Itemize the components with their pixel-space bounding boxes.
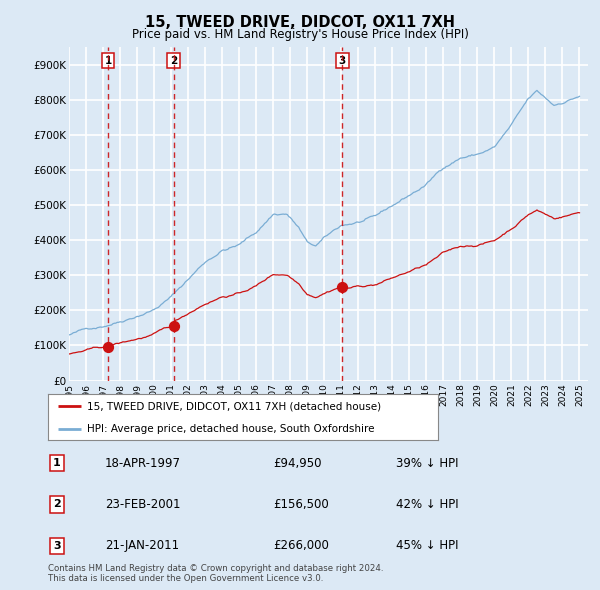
Text: 45% ↓ HPI: 45% ↓ HPI — [396, 539, 458, 552]
Text: £94,950: £94,950 — [273, 457, 322, 470]
Text: 42% ↓ HPI: 42% ↓ HPI — [396, 498, 458, 511]
Point — [169, 321, 178, 330]
Text: Price paid vs. HM Land Registry's House Price Index (HPI): Price paid vs. HM Land Registry's House … — [131, 28, 469, 41]
Text: 21-JAN-2011: 21-JAN-2011 — [105, 539, 179, 552]
Text: £266,000: £266,000 — [273, 539, 329, 552]
Text: 23-FEB-2001: 23-FEB-2001 — [105, 498, 181, 511]
Text: 39% ↓ HPI: 39% ↓ HPI — [396, 457, 458, 470]
Point — [103, 343, 113, 352]
Text: 2: 2 — [170, 55, 177, 65]
Text: 15, TWEED DRIVE, DIDCOT, OX11 7XH (detached house): 15, TWEED DRIVE, DIDCOT, OX11 7XH (detac… — [87, 401, 381, 411]
Text: 2: 2 — [53, 500, 61, 509]
Text: 15, TWEED DRIVE, DIDCOT, OX11 7XH: 15, TWEED DRIVE, DIDCOT, OX11 7XH — [145, 15, 455, 30]
Text: 1: 1 — [53, 458, 61, 468]
Text: 3: 3 — [53, 541, 61, 550]
Point — [337, 283, 347, 292]
Text: HPI: Average price, detached house, South Oxfordshire: HPI: Average price, detached house, Sout… — [87, 424, 374, 434]
Text: 1: 1 — [104, 55, 112, 65]
Text: Contains HM Land Registry data © Crown copyright and database right 2024.
This d: Contains HM Land Registry data © Crown c… — [48, 563, 383, 583]
Text: £156,500: £156,500 — [273, 498, 329, 511]
Text: 18-APR-1997: 18-APR-1997 — [105, 457, 181, 470]
Text: 3: 3 — [338, 55, 346, 65]
